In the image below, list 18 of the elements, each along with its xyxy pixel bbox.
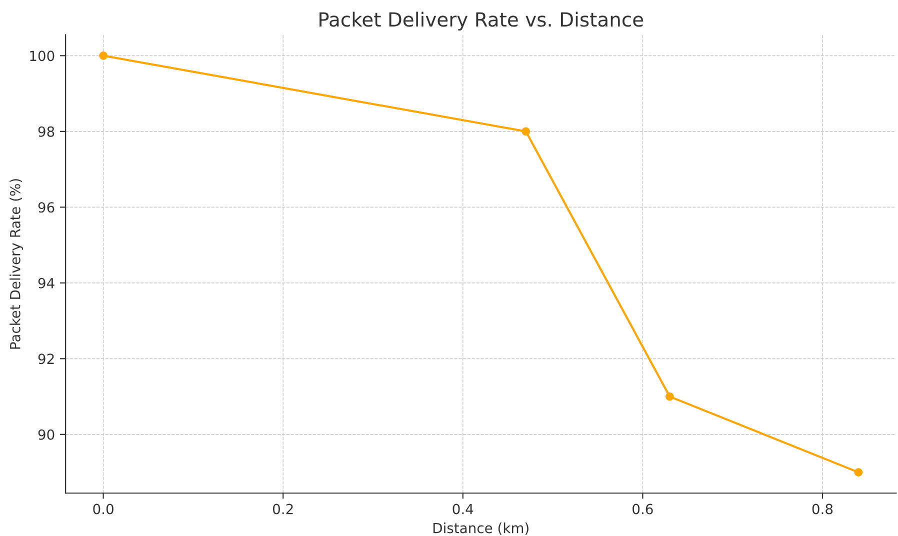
chart-title: Packet Delivery Rate vs. Distance	[320, 12, 644, 31]
y-tick-label: 98	[38, 126, 54, 137]
y-tick-label: 96	[38, 202, 54, 213]
y-tick-label: 94	[38, 278, 54, 288]
point	[665, 392, 674, 401]
x-axis-title: Distance (km)	[433, 522, 528, 535]
y-tick-label: 100	[30, 50, 54, 62]
x-tick-label: 0.6	[632, 504, 653, 514]
point	[854, 468, 863, 476]
x-tick-label: 0.8	[812, 504, 833, 514]
y-axis-title: Packet Delivery Rate (%)	[10, 179, 24, 349]
y-tick-label: 92	[38, 354, 54, 364]
point	[522, 127, 530, 136]
x-tick-label: 0.0	[93, 504, 114, 514]
x-tick-label: 0.2	[272, 504, 293, 514]
x-tick-label: 0.4	[452, 504, 474, 514]
y-tick-label: 90	[38, 429, 54, 440]
point	[99, 52, 108, 60]
